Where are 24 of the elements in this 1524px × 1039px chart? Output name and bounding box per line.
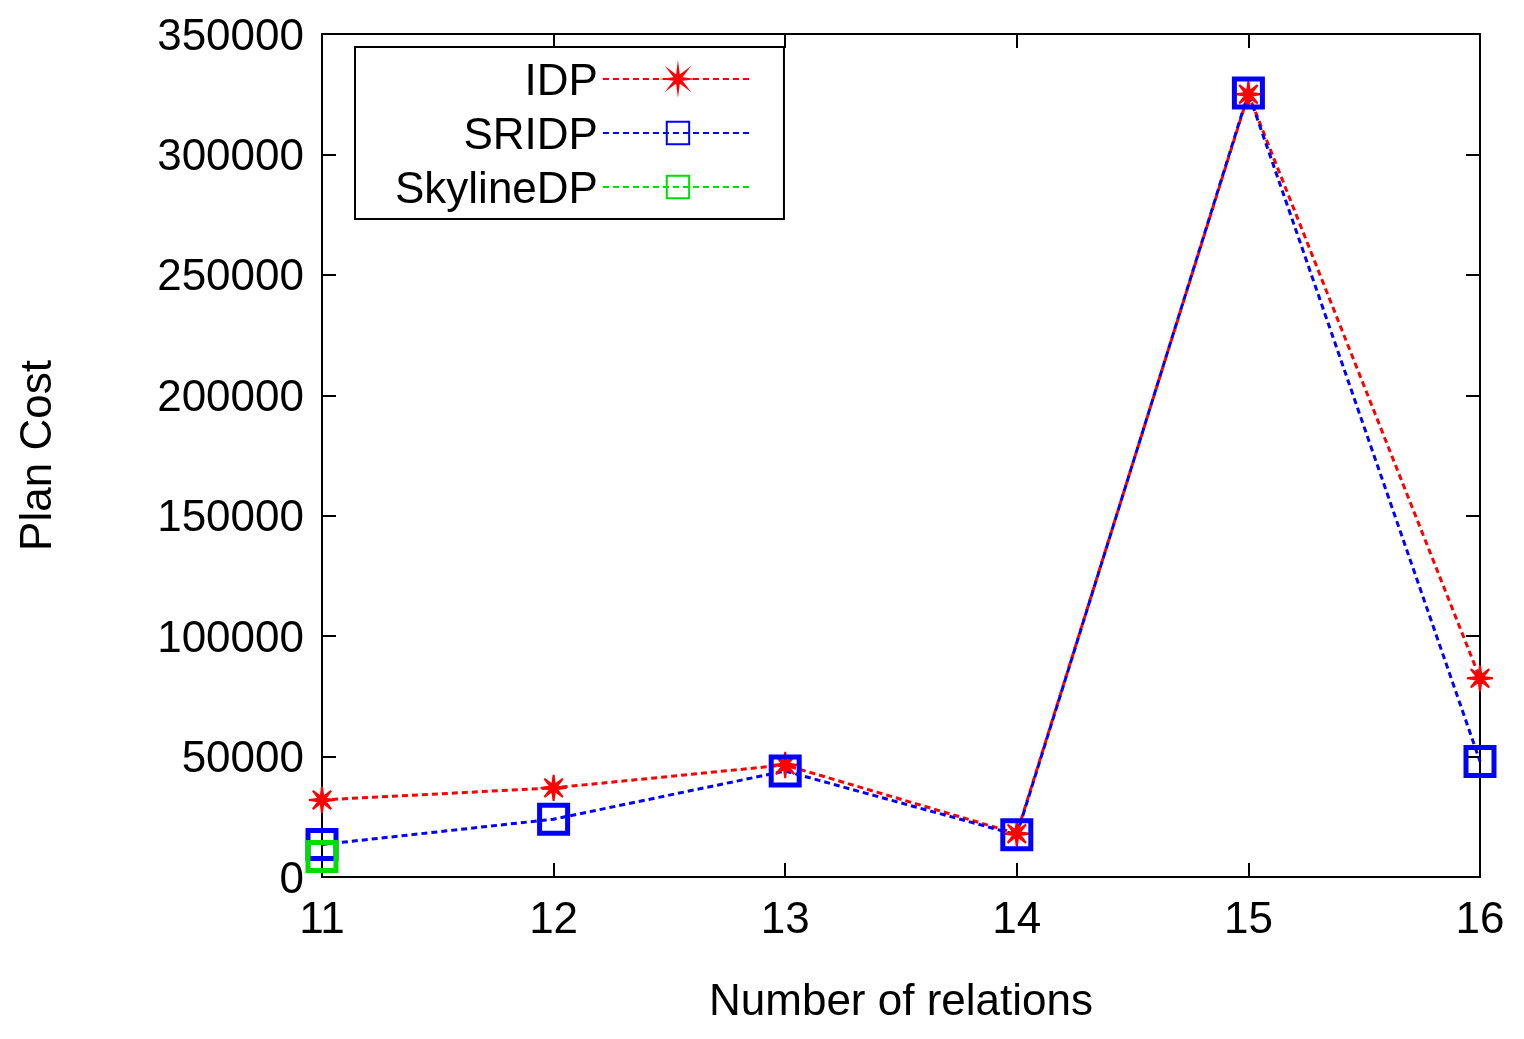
y-tick-label: 150000	[157, 491, 304, 541]
point	[768, 754, 802, 788]
legend-label: SkylineDP	[394, 162, 598, 212]
x-tick-label: 12	[529, 892, 579, 942]
point	[537, 802, 571, 836]
y-tick-label: 200000	[157, 370, 304, 420]
legend-label: IDP	[524, 54, 598, 104]
y-tick-label: 350000	[157, 9, 304, 59]
x-axis-title: Number of relations	[709, 974, 1093, 1024]
x-tick-label: 13	[760, 892, 810, 942]
x-tick-label: 15	[1223, 892, 1273, 942]
y-tick-label: 300000	[157, 129, 304, 179]
point	[1463, 744, 1497, 778]
x-tick-label: 14	[992, 892, 1042, 942]
y-tick-label: 100000	[157, 611, 304, 661]
point	[305, 840, 339, 874]
y-tick-label: 50000	[181, 732, 304, 782]
legend-label: SRIDP	[463, 108, 598, 158]
point	[1466, 664, 1494, 693]
point	[539, 773, 568, 802]
x-tick-label: 16	[1455, 892, 1505, 942]
y-tick-label: 250000	[157, 250, 304, 300]
point	[308, 785, 336, 814]
y-axis-title: Plan Cost	[10, 360, 60, 551]
